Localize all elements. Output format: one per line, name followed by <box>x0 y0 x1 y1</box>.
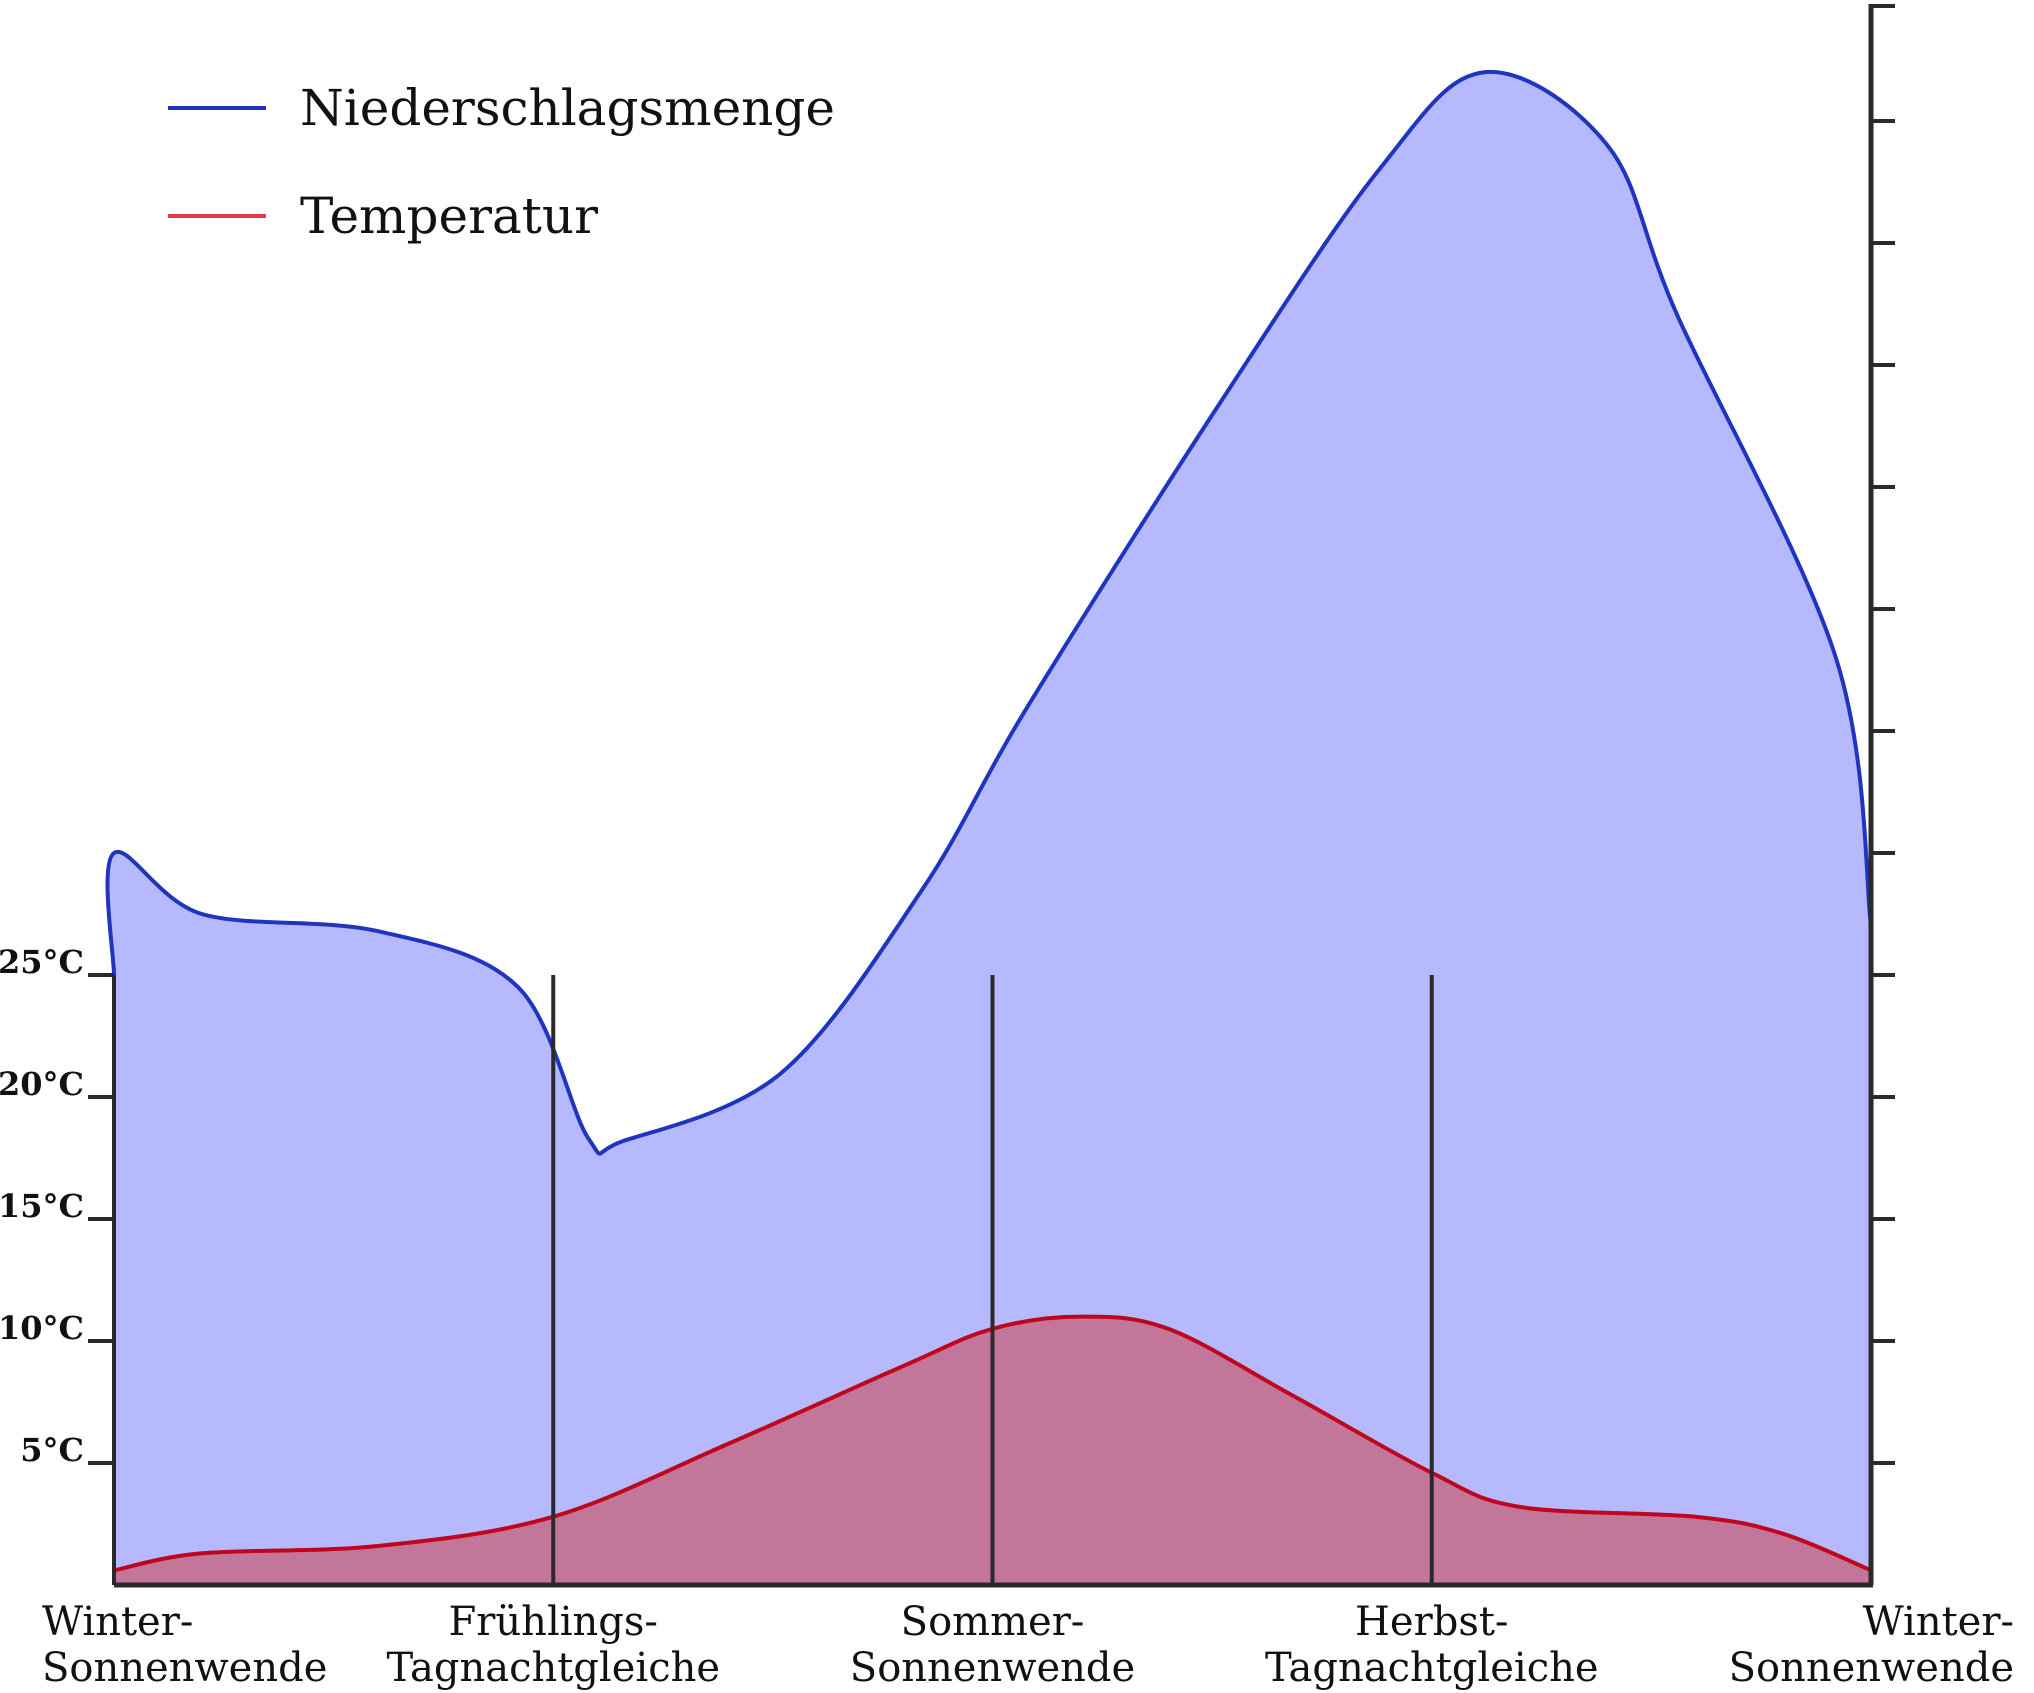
left-y-tick-label: 20°C <box>0 1065 84 1103</box>
axes: 25°C20°C15°C10°C5°CWinter-SonnenwendeFrü… <box>0 4 2014 1691</box>
x-tick-label-line: Tagnachtgleiche <box>1265 1645 1599 1691</box>
x-tick-label-line: Frühlings- <box>449 1599 658 1645</box>
left-y-tick-label: 10°C <box>0 1309 84 1347</box>
x-tick-label: Winter-Sonnenwende <box>42 1599 327 1691</box>
x-tick-label: Herbst-Tagnachtgleiche <box>1265 1599 1599 1691</box>
x-tick-label-line: Sonnenwende <box>1729 1645 2014 1691</box>
x-tick-label: Sommer-Sonnenwende <box>850 1599 1135 1691</box>
legend-label: Temperatur <box>300 187 598 245</box>
left-y-tick-label: 5°C <box>20 1431 84 1469</box>
niederschlagsmenge-line <box>105 69 1873 1156</box>
x-tick-label-line: Sommer- <box>901 1599 1085 1645</box>
x-tick-label-line: Winter- <box>42 1599 193 1645</box>
x-tick-label-line: Tagnachtgleiche <box>386 1645 720 1691</box>
series-lines <box>105 69 1873 1573</box>
x-tick-label: Frühlings-Tagnachtgleiche <box>386 1599 720 1691</box>
legend-label: Niederschlagsmenge <box>300 79 835 137</box>
x-tick-label-line: Sonnenwende <box>42 1645 327 1691</box>
temperatur-line <box>112 1314 1873 1573</box>
legend: Niederschlagsmenge Temperatur <box>168 79 835 245</box>
x-tick-label-line: Winter- <box>1863 1599 2014 1645</box>
x-tick-label: Winter-Sonnenwende <box>1729 1599 2014 1691</box>
area-fills <box>107 71 1871 1586</box>
left-y-tick-label: 15°C <box>0 1187 84 1225</box>
x-tick-label-line: Sonnenwende <box>850 1645 1135 1691</box>
x-tick-label-line: Herbst- <box>1355 1599 1508 1645</box>
left-y-tick-label: 25°C <box>0 943 84 981</box>
